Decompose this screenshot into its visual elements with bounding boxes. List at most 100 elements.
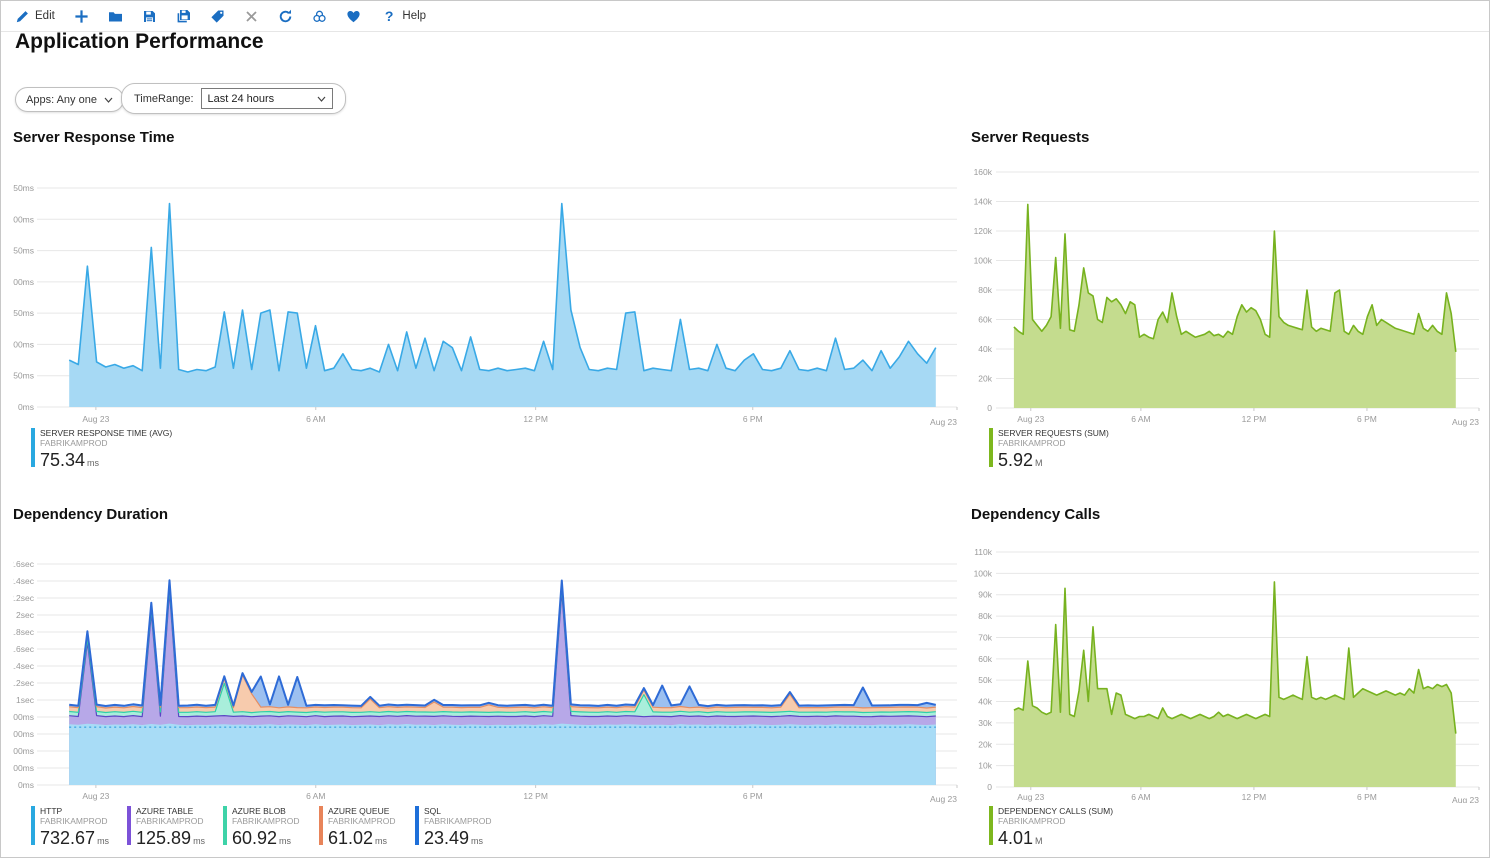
legend-item[interactable]: HTTP FABRIKAMPROD 732.67 ms [31,806,127,849]
chart-title-server-response-time: Server Response Time [13,129,175,146]
svg-text:800ms: 800ms [13,712,34,722]
svg-text:120k: 120k [974,226,993,236]
legend-unit: ms [87,458,100,468]
legend-server-response-time: SERVER RESPONSE TIME (AVG) FABRIKAMPROD 75… [31,428,172,471]
chart-title-server-requests: Server Requests [971,129,1090,146]
save-as-button[interactable] [167,1,201,31]
legend-item[interactable]: SERVER REQUESTS (SUM) FABRIKAMPROD 5.92 M [989,428,1109,471]
svg-text:60k: 60k [978,654,992,664]
legend-app-name: FABRIKAMPROD [998,438,1066,448]
legend-value: 5.92 [998,450,1034,470]
svg-text:1sec: 1sec [16,695,35,705]
legend-series-name: AZURE TABLE [136,806,194,816]
legend-series-name: SQL [424,806,442,816]
svg-text:6 PM: 6 PM [1357,414,1377,424]
svg-text:0ms: 0ms [18,402,34,412]
svg-text:6 AM: 6 AM [1131,414,1150,424]
svg-text:12 PM: 12 PM [523,414,548,424]
tag-button[interactable] [201,1,235,31]
dependency-calls-chart[interactable]: 0 10k 20k 30k 40k 50k 60k 70k 80k 90k 100k 110k Aug … [971,541,1483,808]
svg-text:Aug 23: Aug 23 [1017,414,1044,424]
svg-text:6 AM: 6 AM [306,791,325,801]
legend-server-requests: SERVER REQUESTS (SUM) FABRIKAMPROD 5.92 M [989,428,1109,471]
dependency-duration-chart[interactable]: 0ms 200ms 400ms 600ms 800ms 1sec 1.2sec 1.4sec 1… [8,546,959,809]
svg-text:1.4sec: 1.4sec [13,661,35,671]
legend-value-row: 61.02 ms [328,828,396,849]
legend-item[interactable]: AZURE TABLE FABRIKAMPROD 125.89 ms [127,806,223,849]
chevron-down-icon [317,96,326,102]
svg-text:1.2sec: 1.2sec [13,678,35,688]
refresh-button[interactable] [269,1,303,31]
legend-app-name: FABRIKAMPROD [328,816,396,826]
help-button[interactable]: ? Help [371,1,436,31]
server-requests-chart[interactable]: 0 20k 40k 60k 80k 100k 120k 140k 160k Aug 23 6 AM 1… [971,161,1483,432]
svg-text:50k: 50k [978,675,992,685]
svg-text:90k: 90k [978,590,992,600]
svg-text:30k: 30k [978,718,992,728]
svg-text:60k: 60k [978,315,992,325]
close-icon [246,10,257,22]
pencil-icon [16,10,28,22]
save-button[interactable] [133,1,167,31]
svg-text:10k: 10k [978,761,992,771]
legend-color-bar [319,806,323,845]
chart-title-dependency-duration: Dependency Duration [13,506,169,523]
svg-text:2sec: 2sec [16,610,35,620]
question-icon: ? [384,8,394,24]
svg-text:6 AM: 6 AM [306,414,325,424]
favorite-button[interactable] [337,1,371,31]
legend-value-row: 125.89 ms [136,828,205,849]
legend-value: 23.49 [424,828,470,848]
svg-text:6 PM: 6 PM [743,414,763,424]
edit-button[interactable]: Edit [1,1,65,31]
save-icon [144,10,156,22]
legend-color-bar [31,428,35,467]
svg-text:350ms: 350ms [13,183,34,193]
time-range-value: Last 24 hours [207,92,275,105]
apps-filter[interactable]: Apps: Any one [15,87,124,112]
legend-item[interactable]: SQL FABRIKAMPROD 23.49 ms [415,806,511,849]
chevron-down-icon [104,97,113,103]
new-dashboard-button[interactable] [65,1,99,31]
legend-item[interactable]: AZURE QUEUE FABRIKAMPROD 61.02 ms [319,806,415,849]
legend-item[interactable]: SERVER RESPONSE TIME (AVG) FABRIKAMPROD 75… [31,428,172,471]
apps-filter-label: Apps: Any one [26,93,97,106]
legend-series-name: SERVER RESPONSE TIME (AVG) [40,428,173,438]
legend-item[interactable]: DEPENDENCY CALLS (SUM) FABRIKAMPROD 4.01 M [989,806,1113,849]
svg-text:1.6sec: 1.6sec [13,644,35,654]
legend-color-bar [31,806,35,845]
svg-text:150ms: 150ms [13,308,34,318]
help-label: Help [402,10,427,22]
svg-text:2.2sec: 2.2sec [13,593,35,603]
legend-color-bar [989,428,993,467]
svg-text:Aug 23: Aug 23 [930,794,957,804]
svg-text:40k: 40k [978,697,992,707]
legend-series-name: HTTP [40,806,63,816]
legend-app-name: FABRIKAMPROD [232,816,300,826]
legend-color-bar [127,806,131,845]
open-button[interactable] [99,1,133,31]
legend-color-bar [989,806,993,845]
time-range-select[interactable]: Last 24 hours [200,88,333,109]
legend-value-row: 75.34 ms [40,450,172,471]
legend-series-name: DEPENDENCY CALLS (SUM) [998,806,1114,816]
svg-text:20k: 20k [978,374,992,384]
legend-series-name: SERVER REQUESTS (SUM) [998,428,1109,438]
legend-item[interactable]: AZURE BLOB FABRIKAMPROD 60.92 ms [223,806,319,849]
svg-text:100k: 100k [974,568,993,578]
legend-unit: ms [279,836,292,846]
server-response-time-chart[interactable]: 0ms 50ms 100ms 150ms 200ms 250ms 300ms 350ms Aug… [8,160,959,433]
share-button[interactable] [303,1,337,31]
legend-unit: ms [97,836,110,846]
legend-value-row: 60.92 ms [232,828,300,849]
svg-text:20k: 20k [978,739,992,749]
time-range-label: TimeRange: [134,92,194,105]
legend-value-row: 5.92 M [998,450,1109,471]
svg-text:80k: 80k [978,611,992,621]
legend-value-row: 732.67 ms [40,828,109,849]
heart-icon [347,10,360,22]
tag-icon [211,10,224,23]
discard-button[interactable] [235,1,269,31]
legend-app-name: FABRIKAMPROD [40,438,108,448]
